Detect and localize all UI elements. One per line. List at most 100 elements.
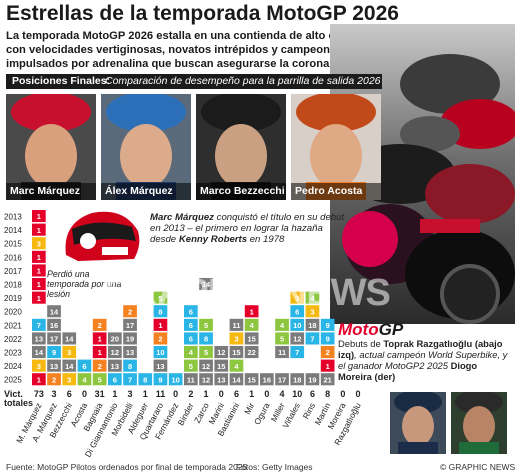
position-cell xyxy=(153,332,168,345)
position-cell xyxy=(214,346,229,359)
position-value: 5 xyxy=(280,335,284,344)
debut-rider-2: Diogo Moreira (der) xyxy=(338,360,478,382)
position-value: 7 xyxy=(295,348,299,357)
position-cell xyxy=(184,318,198,331)
position-cell xyxy=(123,332,137,345)
position-value: 10 xyxy=(156,348,164,357)
position-value: 6 xyxy=(113,375,117,384)
position-cell xyxy=(229,318,244,331)
position-cell xyxy=(244,305,259,318)
year-label: 2020 xyxy=(4,308,22,317)
position-value: 8 xyxy=(143,375,147,384)
year-label: 2016 xyxy=(4,253,22,262)
position-cell xyxy=(47,332,61,345)
position-cell xyxy=(305,291,320,304)
total-wins: 31 xyxy=(95,389,105,399)
position-cell xyxy=(199,332,213,345)
position-cell xyxy=(62,373,77,386)
position-cell xyxy=(244,373,259,386)
year-label: 2018 xyxy=(4,281,22,290)
position-cell xyxy=(123,359,137,372)
total-wins: 2 xyxy=(188,389,193,399)
position-cell xyxy=(305,318,320,331)
total-wins: 0 xyxy=(340,389,345,399)
position-value: 13 xyxy=(156,362,164,371)
position-cell xyxy=(77,373,92,386)
position-value: 14 xyxy=(50,307,59,316)
position-cell xyxy=(32,278,46,291)
position-cell xyxy=(62,332,77,345)
position-value: 3 xyxy=(67,375,71,384)
position-cell xyxy=(199,359,213,372)
position-value: 10 xyxy=(293,321,301,330)
total-wins: 0 xyxy=(82,389,87,399)
position-cell xyxy=(229,346,244,359)
position-value: 9 xyxy=(326,321,330,330)
position-cell xyxy=(47,318,61,331)
total-wins: 6 xyxy=(67,389,72,399)
position-cell xyxy=(32,346,46,359)
footer-source: Fuente: MotoGP Pilotos ordenados por fin… xyxy=(6,462,248,472)
total-wins: 8 xyxy=(325,389,330,399)
position-cell xyxy=(184,332,198,345)
position-value: 14 xyxy=(232,375,241,384)
position-cell xyxy=(320,359,335,372)
position-cell xyxy=(290,291,305,304)
position-value: 1 xyxy=(37,375,41,384)
position-value: 3 xyxy=(234,335,238,344)
position-cell xyxy=(199,346,213,359)
position-cell xyxy=(47,359,61,372)
position-value: 1 xyxy=(37,294,41,303)
year-label: 2017 xyxy=(4,267,22,276)
position-value: 5 xyxy=(189,362,193,371)
position-value: 12 xyxy=(217,348,225,357)
portrait-caption: Marco Bezzecchi xyxy=(196,183,286,200)
position-value: 1 xyxy=(37,226,41,235)
position-value: 1 xyxy=(98,335,102,344)
position-cell xyxy=(229,359,244,372)
position-cell xyxy=(108,373,122,386)
position-cell xyxy=(199,318,213,331)
position-value: 1 xyxy=(326,362,330,371)
position-cell xyxy=(92,318,107,331)
position-cell xyxy=(320,346,335,359)
position-value: 6 xyxy=(82,362,86,371)
total-wins: 73 xyxy=(34,389,44,399)
annotation-injury: Perdió una temporada por una lesión xyxy=(47,269,122,299)
position-cell xyxy=(153,318,168,331)
position-cell xyxy=(123,346,137,359)
portrait-pedro-acosta xyxy=(291,94,381,200)
position-value: 1 xyxy=(158,321,162,330)
position-cell xyxy=(320,373,335,386)
debut-text: Debuts de xyxy=(338,338,384,349)
year-label: 2014 xyxy=(4,226,22,235)
position-cell xyxy=(108,359,122,372)
position-value: 13 xyxy=(111,362,119,371)
position-value: 2 xyxy=(52,375,56,384)
position-value: 3 xyxy=(295,294,299,303)
position-cell xyxy=(77,359,92,372)
position-value: 1 xyxy=(37,267,41,276)
position-value: 7 xyxy=(310,335,314,344)
position-cell xyxy=(320,318,335,331)
position-cell xyxy=(92,346,107,359)
position-value: 8 xyxy=(128,362,132,371)
helmet-illustration xyxy=(58,205,144,267)
position-cell xyxy=(153,346,168,359)
position-value: 9 xyxy=(158,375,162,384)
position-value: 15 xyxy=(232,348,240,357)
total-wins: 10 xyxy=(292,389,302,399)
year-label: 2019 xyxy=(4,294,22,303)
position-cell xyxy=(92,373,107,386)
position-value: 17 xyxy=(126,321,134,330)
position-cell xyxy=(153,373,168,386)
position-cell xyxy=(229,373,244,386)
position-value: 2 xyxy=(98,362,102,371)
position-cell xyxy=(32,359,46,372)
position-value: 22 xyxy=(247,348,255,357)
position-value: 14 xyxy=(202,280,211,289)
position-value: 12 xyxy=(202,375,210,384)
portrait-alex-marquez xyxy=(101,94,191,200)
section-label: Posiciones Finales: xyxy=(12,75,111,87)
position-value: 13 xyxy=(217,375,225,384)
